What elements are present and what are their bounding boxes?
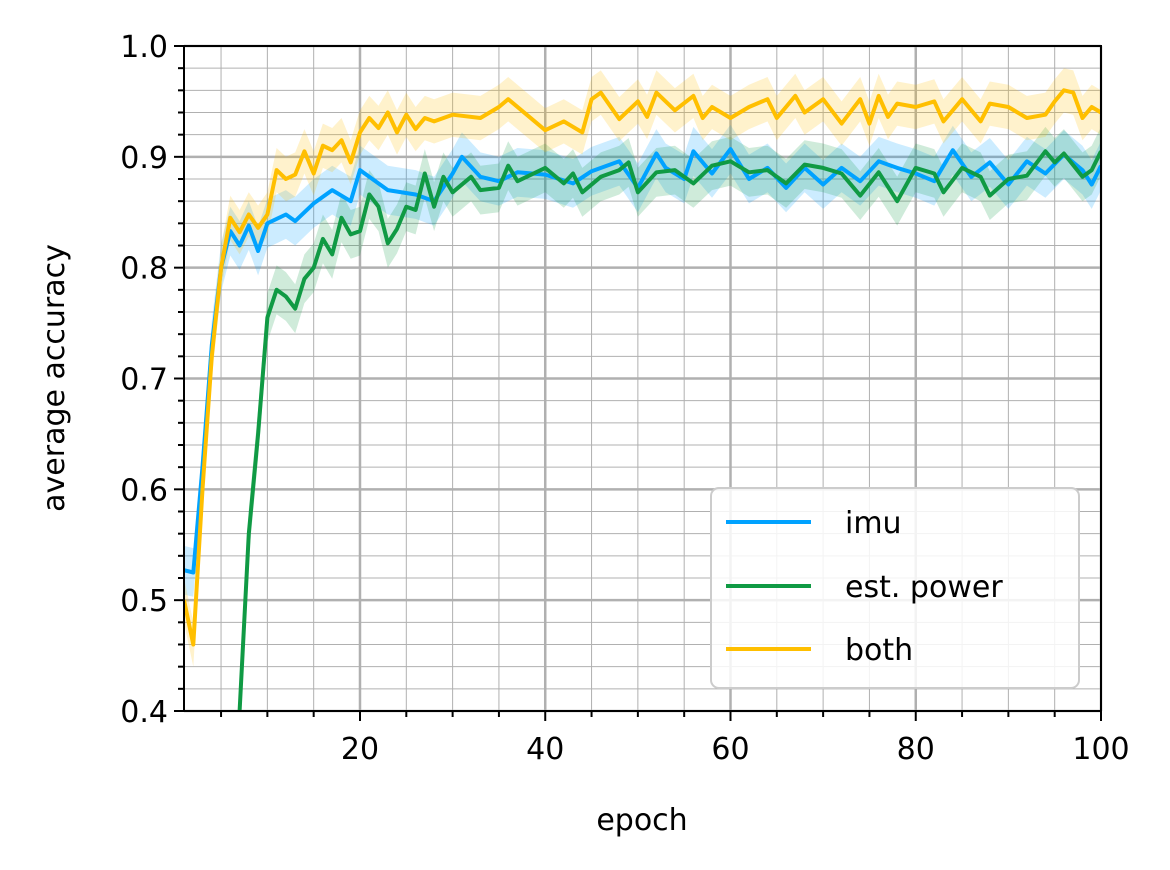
series-lines [184, 88, 1101, 711]
y-tick-label: 1.0 [120, 30, 168, 65]
x-tick-label: 60 [711, 732, 749, 767]
x-tick-label: 20 [341, 732, 379, 767]
y-axis-label: average accuracy [37, 244, 72, 512]
x-tick-label: 40 [526, 732, 564, 767]
band-imu [184, 124, 1101, 597]
y-tick-label: 0.8 [120, 252, 168, 287]
band-est-power [239, 126, 1101, 711]
axis-ticks: 20 40 60 80 100 0.4 0.5 0.6 0.7 0.8 0.9 1.0 [120, 30, 1129, 767]
y-tick-label: 0.7 [120, 363, 168, 398]
confidence-bands [184, 68, 1101, 711]
legend-label-est-power: est. power [845, 570, 1003, 605]
band-both [184, 68, 1101, 667]
series-line-imu [184, 147, 1101, 575]
series-line-est-power [237, 149, 1101, 711]
y-tick-label: 0.9 [120, 141, 168, 176]
legend-label-both: both [845, 633, 913, 668]
series-line-both [184, 88, 1101, 647]
x-tick-label: 80 [897, 732, 935, 767]
x-axis-label: epoch [596, 803, 687, 838]
legend-box [710, 487, 1080, 689]
y-tick-label: 0.5 [120, 584, 168, 619]
y-tick-label: 0.6 [120, 473, 168, 508]
legend: imu est. power both [710, 487, 1080, 689]
y-tick-label: 0.4 [120, 695, 168, 730]
x-tick-label: 100 [1072, 732, 1129, 767]
legend-label-imu: imu [845, 506, 902, 541]
